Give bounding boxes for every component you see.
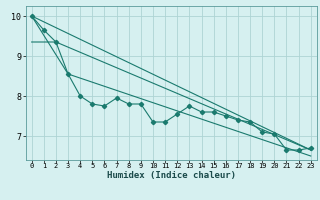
X-axis label: Humidex (Indice chaleur): Humidex (Indice chaleur) — [107, 171, 236, 180]
